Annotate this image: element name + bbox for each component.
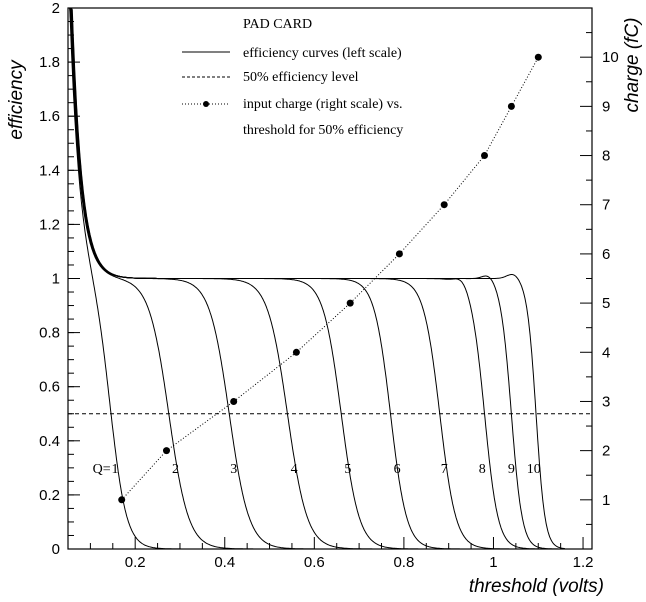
q-labels: Q= 1 2 3 4 5 6 7 8 9 10 [93,462,541,477]
y-tick-label: 1.8 [39,54,60,71]
legend-label-efficiency: efficiency curves (left scale) [243,46,402,61]
q-prefix-label: Q= [93,462,111,477]
q-label: 2 [172,462,179,477]
x-tick-label: 0.4 [214,554,235,571]
charge-point [481,152,488,159]
charge-series-line [121,56,539,501]
y-tick-label: 1.6 [39,108,60,125]
y-tick-label: 0.2 [39,487,60,504]
legend-title: PAD CARD [243,17,312,32]
charge-point [346,299,354,307]
y2-tick-label: 1 [602,492,610,509]
y-tick-label: 0.8 [39,325,60,342]
y2-tick-label: 8 [602,148,610,165]
x-axis-title: threshold (volts) [469,576,604,597]
y2-tick-label: 9 [602,98,610,115]
charge-point [440,201,448,209]
charge-point [118,496,126,504]
x-tick-label: 1 [489,554,497,571]
y-tick-label: 0.4 [39,433,60,450]
efficiency-curve-q10 [68,7,565,550]
y2-tick-label: 2 [602,443,610,460]
y2-tick-label: 6 [602,246,610,263]
x-tick-label: 0.2 [125,554,146,571]
x-tick-label: 0.8 [393,554,414,571]
y2-tick-label: 4 [602,344,610,361]
ticks-layer: 0.2 0.4 0.6 0.8 1 1.2 0 0.2 0.4 0.6 0.8 1 1.2 1.4 1.6 1… [39,0,619,571]
legend-label-level: 50% efficiency level [243,70,359,85]
legend: PAD CARD efficiency curves (left scale) … [182,17,403,138]
y2-axis-title: charge (fC) [622,17,643,112]
y2-tick-label: 10 [602,49,619,66]
y2-tick-label: 7 [602,197,610,214]
q-label: 3 [230,462,237,477]
x-tick-label: 0.6 [304,554,325,571]
efficiency-curves [68,7,565,550]
charge-series [118,53,542,504]
y-tick-label: 0.6 [39,379,60,396]
charge-point [395,250,403,258]
q-label: 6 [394,462,401,477]
y-tick-label: 1 [52,271,60,288]
q-label: 7 [441,462,448,477]
charge-point [534,53,542,61]
q-label: 4 [291,462,298,477]
y2-tick-label: 3 [602,393,610,410]
q-label: 8 [479,462,486,477]
q-label: 1 [112,462,119,477]
y-tick-label: 1.2 [39,216,60,233]
charge-point [292,348,300,356]
y-tick-label: 2 [52,0,60,17]
y-tick-label: 0 [52,541,60,558]
legend-label-charge-1: input charge (right scale) vs. [243,97,403,112]
y-axis-title: efficiency [6,59,27,140]
legend-label-charge-2: threshold for 50% efficiency [243,123,403,138]
legend-swatch-charge-marker [203,101,209,107]
charge-point [507,102,515,110]
q-label: 10 [527,462,541,477]
charge-point [230,398,238,405]
charge-point [163,447,170,455]
x-tick-label: 1.2 [573,554,594,571]
q-label: 9 [508,462,515,477]
y2-tick-label: 5 [602,295,610,312]
y-tick-label: 1.4 [39,162,60,179]
q-label: 5 [344,462,351,477]
